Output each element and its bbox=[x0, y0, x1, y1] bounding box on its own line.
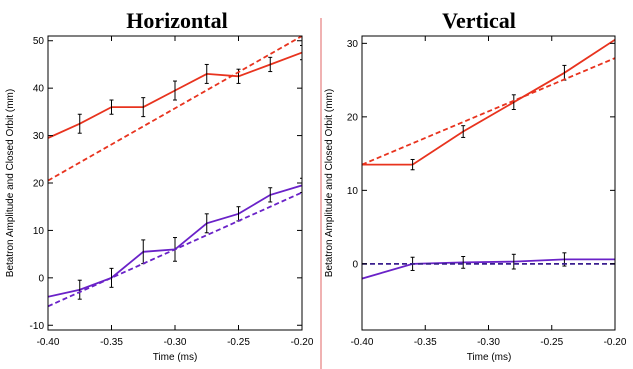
horizontal-xtick-label: -0.30 bbox=[164, 337, 187, 348]
vertical-xtick-label: -0.30 bbox=[477, 337, 500, 348]
vertical-plot-frame bbox=[361, 35, 616, 331]
vertical-ylabel: Betatron Amplitude and Closed Orbit (mm) bbox=[324, 89, 335, 277]
horizontal-ytick-label: 40 bbox=[33, 84, 45, 95]
horizontal-ytick-label: 50 bbox=[33, 36, 45, 47]
vertical-title: Vertical bbox=[442, 8, 516, 33]
vertical-xtick-label: -0.25 bbox=[540, 337, 563, 348]
vertical-series bbox=[362, 38, 615, 280]
horizontal-xlabel: Time (ms) bbox=[153, 352, 198, 363]
horizontal-panel: Horizontal -0.40 -0.35 -0.30 -0.25 -0.20 -10 0… bbox=[5, 8, 314, 363]
vertical-ytick-label: 30 bbox=[347, 39, 359, 50]
vertical-series-1-fit-line bbox=[362, 57, 615, 166]
horizontal-xtick-label: -0.40 bbox=[37, 337, 60, 348]
horizontal-xtick-label: -0.35 bbox=[100, 337, 123, 348]
horizontal-ylabel: Betatron Amplitude and Closed Orbit (mm) bbox=[5, 89, 16, 277]
vertical-xtick-label: -0.35 bbox=[414, 337, 437, 348]
horizontal-plot-frame bbox=[47, 35, 303, 331]
vertical-ytick-label: 10 bbox=[347, 186, 359, 197]
horizontal-ytick-label: 10 bbox=[33, 226, 45, 237]
horizontal-xtick-label: -0.25 bbox=[227, 337, 250, 348]
horizontal-ytick-label: 20 bbox=[33, 179, 45, 190]
horizontal-axes: -0.40 -0.35 -0.30 -0.25 -0.20 -10 0 10 20 30 40 50 bbox=[30, 36, 314, 348]
horizontal-series bbox=[48, 36, 302, 308]
horizontal-ytick-label: -10 bbox=[30, 321, 45, 332]
vertical-xtick-label: -0.20 bbox=[604, 337, 627, 348]
vertical-series-2-data-line bbox=[362, 258, 615, 280]
horizontal-ytick-label: 0 bbox=[38, 273, 44, 284]
vertical-ytick-label: 20 bbox=[347, 112, 359, 123]
horizontal-xtick-label: -0.20 bbox=[291, 337, 314, 348]
horizontal-series-1-fit-line bbox=[48, 36, 302, 182]
horizontal-series-3-fit-line bbox=[48, 191, 302, 308]
vertical-panel: Vertical -0.40 -0.35 -0.30 -0.25 -0.20 0 10 20 3… bbox=[324, 8, 627, 363]
vertical-series-0-data-line bbox=[362, 38, 615, 166]
vertical-xlabel: Time (ms) bbox=[467, 352, 512, 363]
vertical-axes: -0.40 -0.35 -0.30 -0.25 -0.20 0 10 20 30 bbox=[347, 36, 627, 348]
vertical-xtick-label: -0.40 bbox=[351, 337, 374, 348]
horizontal-ytick-label: 30 bbox=[33, 131, 45, 142]
horizontal-title: Horizontal bbox=[126, 8, 227, 33]
vertical-ytick-label: 0 bbox=[352, 259, 358, 270]
